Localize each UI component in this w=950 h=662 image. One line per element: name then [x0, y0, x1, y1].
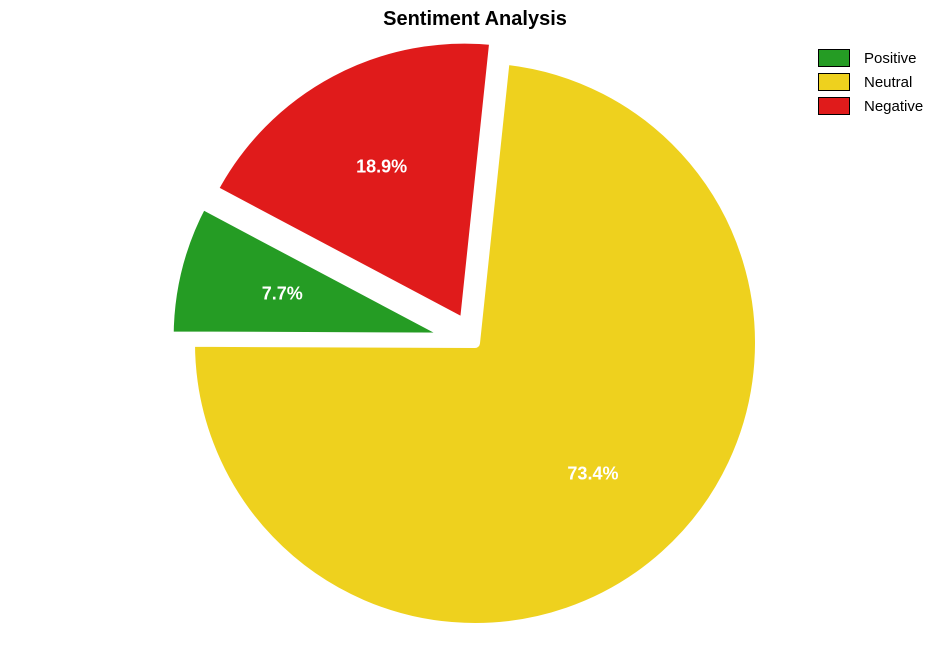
pie-label-negative: 18.9%	[356, 156, 407, 176]
legend-item-neutral: Neutral	[818, 70, 923, 94]
legend-swatch-negative	[818, 97, 850, 115]
chart-container: Sentiment Analysis 73.4% 7.7% 18.9% Positi…	[0, 0, 950, 662]
legend-label-positive: Positive	[864, 50, 917, 67]
legend-swatch-positive	[818, 49, 850, 67]
pie-label-neutral: 73.4%	[567, 463, 618, 483]
legend-item-positive: Positive	[818, 46, 923, 70]
pie-label-positive: 7.7%	[262, 283, 303, 303]
legend-label-neutral: Neutral	[864, 74, 912, 91]
legend: Positive Neutral Negative	[818, 46, 923, 118]
chart-title: Sentiment Analysis	[0, 8, 950, 31]
legend-item-negative: Negative	[818, 94, 923, 118]
legend-swatch-neutral	[818, 73, 850, 91]
pie-chart: 73.4% 7.7% 18.9%	[0, 0, 950, 662]
legend-label-negative: Negative	[864, 98, 923, 115]
